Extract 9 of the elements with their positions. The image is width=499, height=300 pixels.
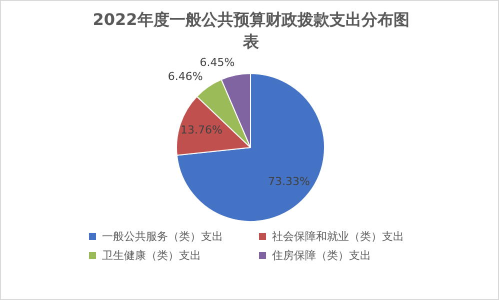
data-label: 13.76% xyxy=(180,124,222,137)
data-label: 6.46% xyxy=(168,70,203,83)
data-label: 6.45% xyxy=(200,56,235,70)
legend-label: 卫生健康（类）支出 xyxy=(102,248,201,263)
legend-label: 社会保障和就业（类）支出 xyxy=(272,229,404,244)
legend-label: 一般公共服务（类）支出 xyxy=(102,229,223,244)
data-label: 73.33% xyxy=(268,175,310,188)
chart-title: 2022年度一般公共预算财政拨款支出分布图表 xyxy=(92,9,410,53)
legend-label: 住房保障（类）支出 xyxy=(272,248,371,263)
